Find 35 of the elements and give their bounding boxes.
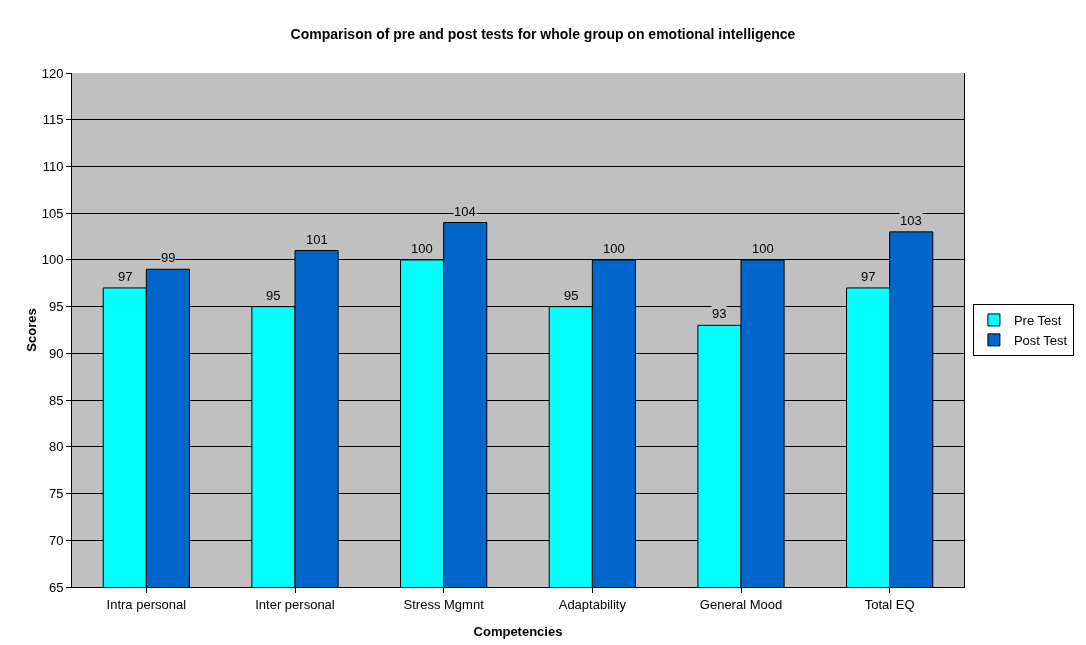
y-tick-label: 80 — [48, 439, 64, 455]
data-label: 101 — [306, 232, 328, 247]
y-tick-label: 115 — [42, 112, 64, 128]
x-tick-label: Total EQ — [864, 596, 915, 612]
x-tick-label: Stress Mgmnt — [403, 596, 485, 612]
data-label: 97 — [861, 269, 876, 284]
legend-label: Post Test — [1013, 332, 1068, 348]
y-tick-label: 105 — [41, 205, 64, 221]
x-tick-label: Intra personal — [106, 596, 187, 612]
data-label: 100 — [411, 241, 433, 256]
x-tick-label: General Mood — [699, 596, 783, 612]
y-tick-label: 65 — [48, 579, 64, 595]
x-tick-label: Inter personal — [255, 596, 335, 612]
data-label: 95 — [564, 288, 579, 303]
y-tick-label: 85 — [48, 392, 64, 408]
y-tick-label: 95 — [48, 299, 64, 315]
y-tick-label: 75 — [48, 486, 64, 502]
y-tick-label: 100 — [41, 252, 64, 268]
data-label: 104 — [454, 204, 476, 219]
data-label: 103 — [900, 213, 922, 228]
data-label: 100 — [603, 241, 625, 256]
data-label: 99 — [161, 250, 176, 265]
chart-title: Comparison of pre and post tests for whole group on emotional intelligence — [290, 25, 796, 42]
y-tick-label: 120 — [41, 65, 64, 81]
data-label: 100 — [752, 241, 774, 256]
y-tick-label: 110 — [42, 159, 64, 174]
legend-label: Pre Test — [1013, 313, 1062, 329]
y-tick-label: 70 — [48, 532, 64, 548]
data-label: 93 — [712, 306, 727, 321]
y-axis-title: Scores — [24, 308, 39, 352]
data-label: 97 — [118, 269, 133, 284]
data-label: 95 — [266, 288, 281, 303]
x-tick-label: Adaptability — [558, 596, 627, 612]
x-axis-title: Competencies — [473, 624, 563, 639]
y-tick-label: 90 — [48, 345, 64, 361]
